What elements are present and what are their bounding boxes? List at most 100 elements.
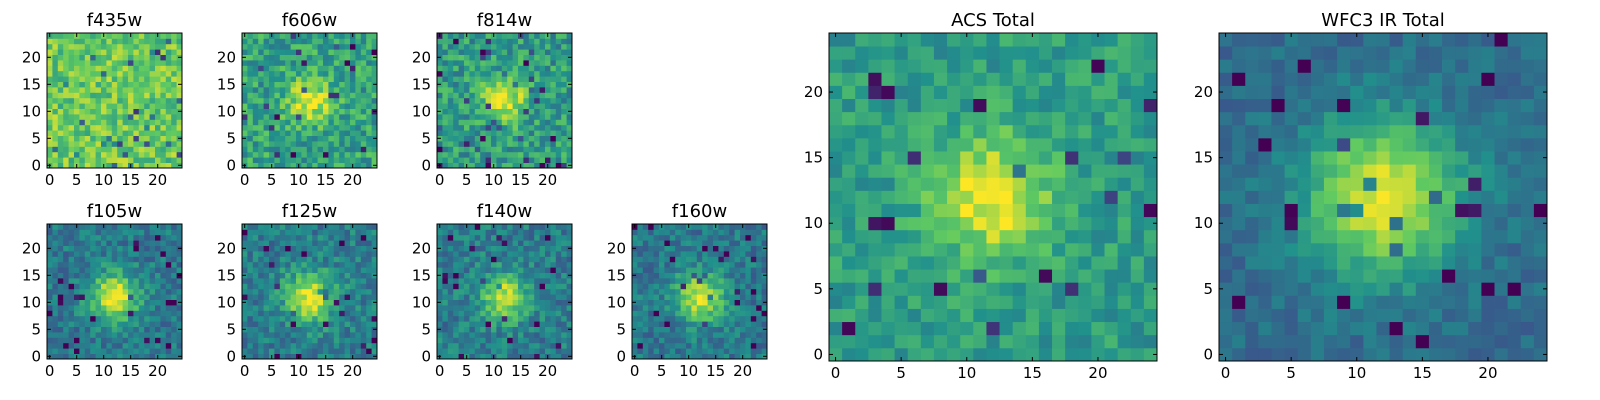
heatmap-cell — [474, 278, 481, 284]
heatmap-cell — [539, 33, 546, 39]
heatmap-cell — [165, 49, 172, 55]
heatmap-cell — [496, 272, 503, 279]
heatmap-cell — [90, 294, 96, 300]
heatmap-cell — [933, 164, 948, 178]
heatmap-cell — [686, 348, 692, 354]
heatmap-cell — [323, 76, 329, 82]
heatmap-cell — [756, 288, 762, 295]
heatmap-cell — [57, 33, 64, 39]
heatmap-cell — [496, 38, 503, 45]
heatmap-cell — [79, 245, 86, 252]
heatmap-cell — [496, 234, 503, 241]
heatmap-cell — [312, 321, 318, 327]
heatmap-cell — [84, 305, 91, 311]
heatmap-cell — [480, 124, 486, 131]
heatmap-cell — [474, 97, 481, 104]
heatmap-cell — [165, 261, 172, 268]
heatmap-cell — [371, 60, 378, 66]
heatmap-cell — [79, 299, 86, 306]
heatmap-cell — [653, 278, 660, 284]
heatmap-cell — [648, 278, 654, 284]
heatmap-cell — [512, 146, 519, 153]
heatmap-cell — [333, 229, 340, 236]
heatmap-cell — [501, 342, 508, 349]
heatmap-cell — [881, 190, 895, 204]
heatmap-cell — [550, 157, 557, 163]
heatmap-cell — [632, 234, 638, 241]
heatmap-cell — [95, 315, 102, 322]
heatmap-cell — [750, 283, 757, 290]
heatmap-cell — [138, 157, 145, 163]
heatmap-cell — [57, 135, 64, 142]
heatmap-cell — [1117, 269, 1132, 283]
heatmap-cell — [734, 245, 741, 252]
heatmap-cell — [247, 310, 254, 317]
heatmap-cell — [480, 54, 486, 61]
heatmap-cell — [550, 251, 557, 257]
heatmap-cell — [469, 342, 476, 349]
heatmap-cell — [659, 315, 665, 322]
heatmap-cell — [263, 229, 270, 236]
heatmap-cell — [247, 299, 254, 306]
heatmap-cell — [47, 38, 53, 45]
heatmap-cell — [686, 310, 692, 317]
heatmap-cell — [1012, 334, 1027, 349]
heatmap-cell — [47, 103, 53, 109]
heatmap-cell — [52, 108, 59, 115]
heatmap-cell — [550, 278, 557, 284]
heatmap-cell — [920, 321, 935, 336]
heatmap-cell — [306, 299, 313, 306]
heatmap-cell — [57, 108, 64, 115]
heatmap-cell — [555, 305, 562, 311]
heatmap-cell — [317, 299, 324, 306]
heatmap-cell — [360, 310, 367, 317]
heatmap-cell — [74, 272, 80, 279]
heatmap-cell — [84, 315, 91, 322]
heatmap-cell — [480, 299, 486, 306]
heatmap-cell — [512, 245, 519, 252]
heatmap-cell — [1143, 295, 1158, 309]
heatmap-cell — [90, 288, 96, 295]
heatmap-cell — [496, 97, 503, 104]
heatmap-cell — [718, 251, 725, 257]
heatmap-cell — [637, 251, 644, 257]
heatmap-cell — [323, 38, 329, 45]
heatmap-cell — [323, 342, 329, 349]
heatmap-cell — [149, 337, 156, 344]
heatmap-cell — [469, 278, 476, 284]
heatmap-cell — [279, 81, 286, 88]
heatmap-cell — [469, 234, 476, 241]
heatmap-cell — [973, 216, 987, 231]
heatmap-cell — [1012, 295, 1027, 309]
heatmap-cell — [868, 190, 882, 204]
heatmap-cell — [550, 337, 557, 344]
heatmap-cell — [106, 310, 113, 317]
heatmap-cell — [528, 348, 535, 354]
heatmap-cell — [464, 114, 470, 120]
heatmap-cell — [149, 65, 156, 72]
heatmap-cell — [437, 294, 443, 300]
heatmap-cell — [512, 251, 519, 257]
heatmap-cell — [63, 151, 69, 158]
heatmap-cell — [339, 130, 345, 136]
heatmap-cell — [155, 92, 161, 99]
heatmap-cell — [263, 65, 270, 72]
heatmap-cell — [350, 81, 356, 88]
heatmap-cell — [355, 54, 362, 61]
heatmap-cell — [480, 267, 486, 273]
heatmap-cell — [691, 256, 698, 263]
heatmap-cell — [290, 162, 297, 169]
heatmap-cell — [171, 97, 177, 104]
heatmap-cell — [696, 229, 703, 236]
heatmap-cell — [63, 353, 69, 360]
heatmap-cell — [986, 282, 1000, 296]
heatmap-cell — [474, 348, 481, 354]
heatmap-cell — [323, 114, 329, 120]
heatmap-cell — [637, 310, 644, 317]
heatmap-cell — [328, 43, 335, 50]
heatmap-cell — [740, 315, 746, 322]
heatmap-cell — [101, 240, 107, 246]
heatmap-cell — [464, 76, 470, 82]
heatmap-cell — [344, 97, 351, 104]
heatmap-cell — [242, 103, 248, 109]
